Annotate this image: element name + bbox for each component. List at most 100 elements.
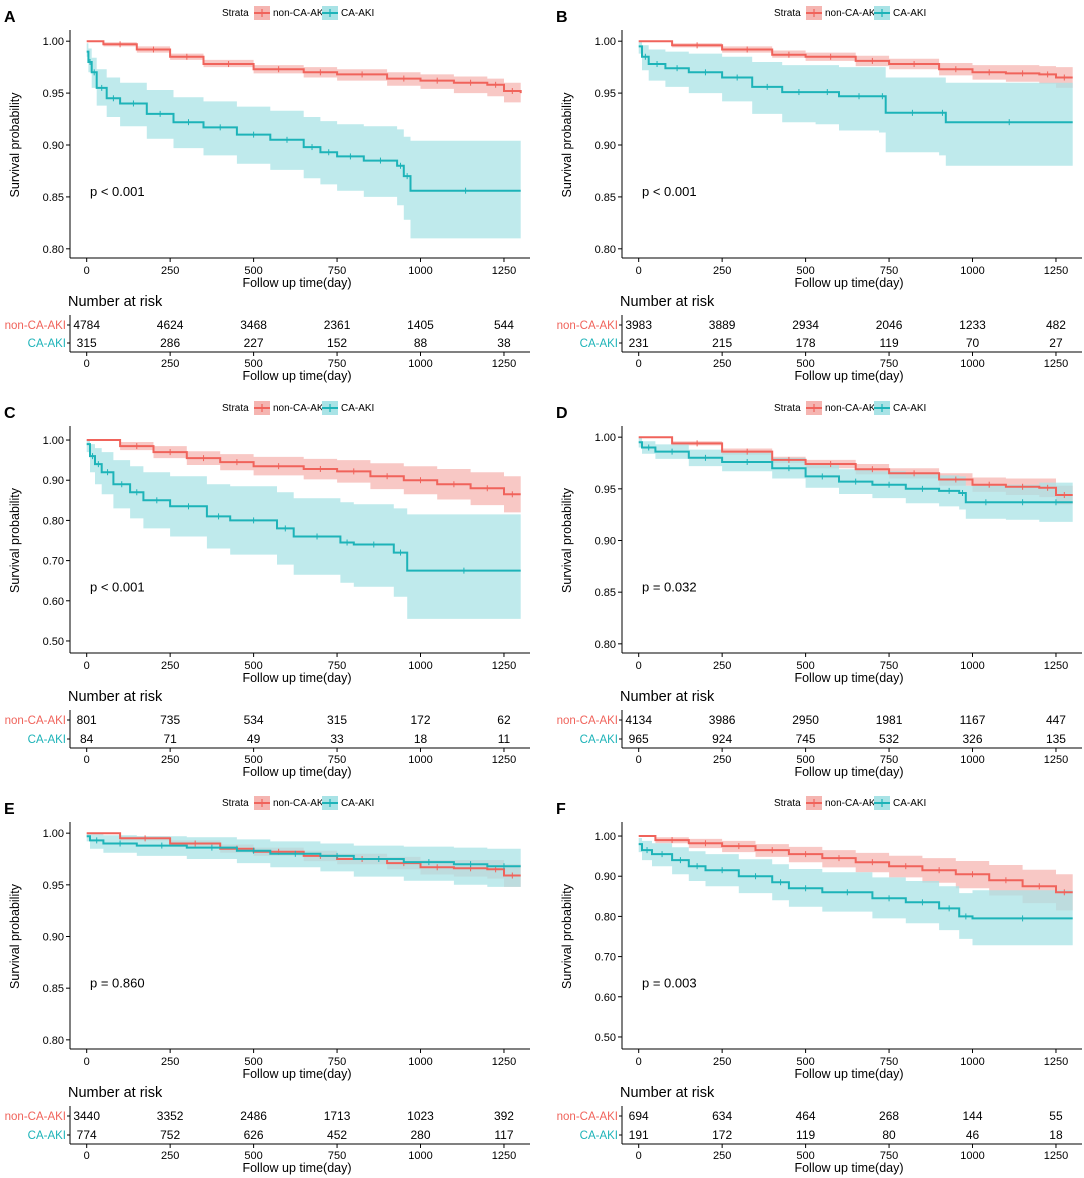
- risk-x-tick-label: 1250: [492, 754, 516, 766]
- risk-value: 2486: [240, 1109, 267, 1123]
- risk-x-tick-label: 1250: [492, 358, 516, 370]
- risk-table-title: Number at risk: [68, 1085, 163, 1101]
- legend-title: Strata: [222, 798, 249, 809]
- panel-f: F Strata non-CA-AKI CA-AKI 0.50 0.60 0.70 0.80 0…: [556, 796, 1082, 1175]
- risk-value: 119: [879, 336, 898, 350]
- p-value: p < 0.001: [90, 184, 145, 199]
- risk-x-tick-label: 250: [713, 358, 731, 370]
- risk-x-axis-title: Follow up time(day): [794, 1161, 903, 1175]
- risk-value: 119: [796, 1128, 815, 1142]
- p-value: p < 0.001: [90, 580, 145, 595]
- risk-x-tick-label: 1250: [492, 1150, 516, 1162]
- risk-value: 774: [77, 1128, 97, 1142]
- y-tick-label: 0.80: [595, 639, 616, 651]
- risk-value: 1405: [407, 318, 434, 332]
- risk-x-tick-label: 750: [328, 1150, 346, 1162]
- risk-value: 2361: [324, 318, 351, 332]
- y-tick-label: 0.50: [595, 1032, 616, 1044]
- y-axis-title: Survival probability: [560, 487, 574, 593]
- x-axis-title: Follow up time(day): [794, 671, 903, 685]
- risk-value: 215: [712, 336, 732, 350]
- risk-value: 3352: [157, 1109, 184, 1123]
- risk-value: 1167: [960, 713, 986, 727]
- risk-value: 117: [494, 1128, 513, 1142]
- risk-value: 84: [80, 732, 94, 746]
- x-tick-label: 250: [161, 1056, 179, 1068]
- panel-label: E: [4, 801, 15, 818]
- legend-entry: CA-AKI: [341, 798, 374, 809]
- ci-band-ca-aki: [86, 833, 521, 887]
- risk-value: 55: [1049, 1109, 1063, 1123]
- y-tick-label: 0.80: [43, 244, 64, 256]
- legend-title: Strata: [222, 8, 249, 19]
- risk-value: 965: [629, 732, 649, 746]
- risk-x-tick-label: 500: [796, 1150, 814, 1162]
- y-tick-label: 0.95: [43, 88, 64, 100]
- panel-label: A: [4, 9, 16, 26]
- risk-value: 3889: [709, 318, 736, 332]
- risk-value: 227: [244, 336, 264, 350]
- y-tick-label: 0.90: [595, 871, 616, 883]
- risk-value: 178: [796, 336, 816, 350]
- risk-x-tick-label: 0: [636, 1150, 642, 1162]
- risk-x-tick-label: 500: [244, 754, 262, 766]
- risk-value: 801: [77, 713, 97, 727]
- risk-value: 392: [494, 1109, 514, 1123]
- risk-x-tick-label: 1250: [1044, 1150, 1068, 1162]
- x-tick-label: 0: [636, 1056, 642, 1068]
- risk-value: 280: [410, 1128, 430, 1142]
- risk-value: 135: [1046, 732, 1066, 746]
- risk-x-axis-title: Follow up time(day): [242, 369, 351, 383]
- y-tick-label: 1.00: [43, 435, 64, 447]
- risk-value: 1981: [876, 713, 903, 727]
- risk-row-label: CA-AKI: [580, 734, 618, 746]
- risk-value: 3986: [709, 713, 736, 727]
- y-tick-label: 0.90: [595, 140, 616, 152]
- risk-x-tick-label: 0: [84, 358, 90, 370]
- x-tick-label: 0: [84, 660, 90, 672]
- risk-row-label: non-CA-AKI: [5, 715, 66, 727]
- legend-title: Strata: [774, 403, 801, 414]
- legend-entry: non-CA-AKI: [825, 403, 878, 414]
- risk-x-axis-title: Follow up time(day): [242, 765, 351, 779]
- x-tick-label: 750: [880, 265, 898, 277]
- legend-title: Strata: [774, 8, 801, 19]
- y-tick-label: 0.80: [595, 911, 616, 923]
- p-value: p = 0.032: [642, 580, 697, 595]
- risk-x-axis-title: Follow up time(day): [242, 1161, 351, 1175]
- risk-value: 2046: [876, 318, 903, 332]
- x-tick-label: 1000: [960, 265, 984, 277]
- legend-title: Strata: [222, 403, 249, 414]
- legend-entry: non-CA-AKI: [273, 798, 326, 809]
- risk-value: 315: [77, 336, 97, 350]
- ci-band-ca-aki: [86, 440, 521, 619]
- risk-value: 1713: [324, 1109, 351, 1123]
- risk-value: 11: [498, 732, 511, 746]
- risk-x-tick-label: 1250: [1044, 358, 1068, 370]
- x-tick-label: 1250: [492, 1056, 516, 1068]
- x-tick-label: 1250: [492, 660, 516, 672]
- x-tick-label: 0: [84, 1056, 90, 1068]
- risk-value: 544: [494, 318, 514, 332]
- x-axis-title: Follow up time(day): [794, 1067, 903, 1081]
- x-axis-title: Follow up time(day): [242, 1067, 351, 1081]
- risk-value: 231: [629, 336, 649, 350]
- risk-x-tick-label: 1000: [408, 1150, 432, 1162]
- risk-table-title: Number at risk: [620, 689, 715, 705]
- x-tick-label: 500: [244, 265, 262, 277]
- y-tick-label: 0.95: [595, 88, 616, 100]
- risk-x-tick-label: 500: [244, 1150, 262, 1162]
- risk-value: 80: [882, 1128, 896, 1142]
- risk-x-tick-label: 250: [713, 1150, 731, 1162]
- x-tick-label: 250: [161, 265, 179, 277]
- risk-value: 626: [244, 1128, 264, 1142]
- x-tick-label: 500: [796, 1056, 814, 1068]
- risk-value: 49: [247, 732, 261, 746]
- risk-value: 924: [712, 732, 732, 746]
- risk-value: 71: [163, 732, 177, 746]
- risk-x-tick-label: 1000: [408, 358, 432, 370]
- x-tick-label: 750: [328, 660, 346, 672]
- risk-value: 172: [410, 713, 430, 727]
- y-tick-label: 1.00: [595, 432, 616, 444]
- x-tick-label: 750: [880, 660, 898, 672]
